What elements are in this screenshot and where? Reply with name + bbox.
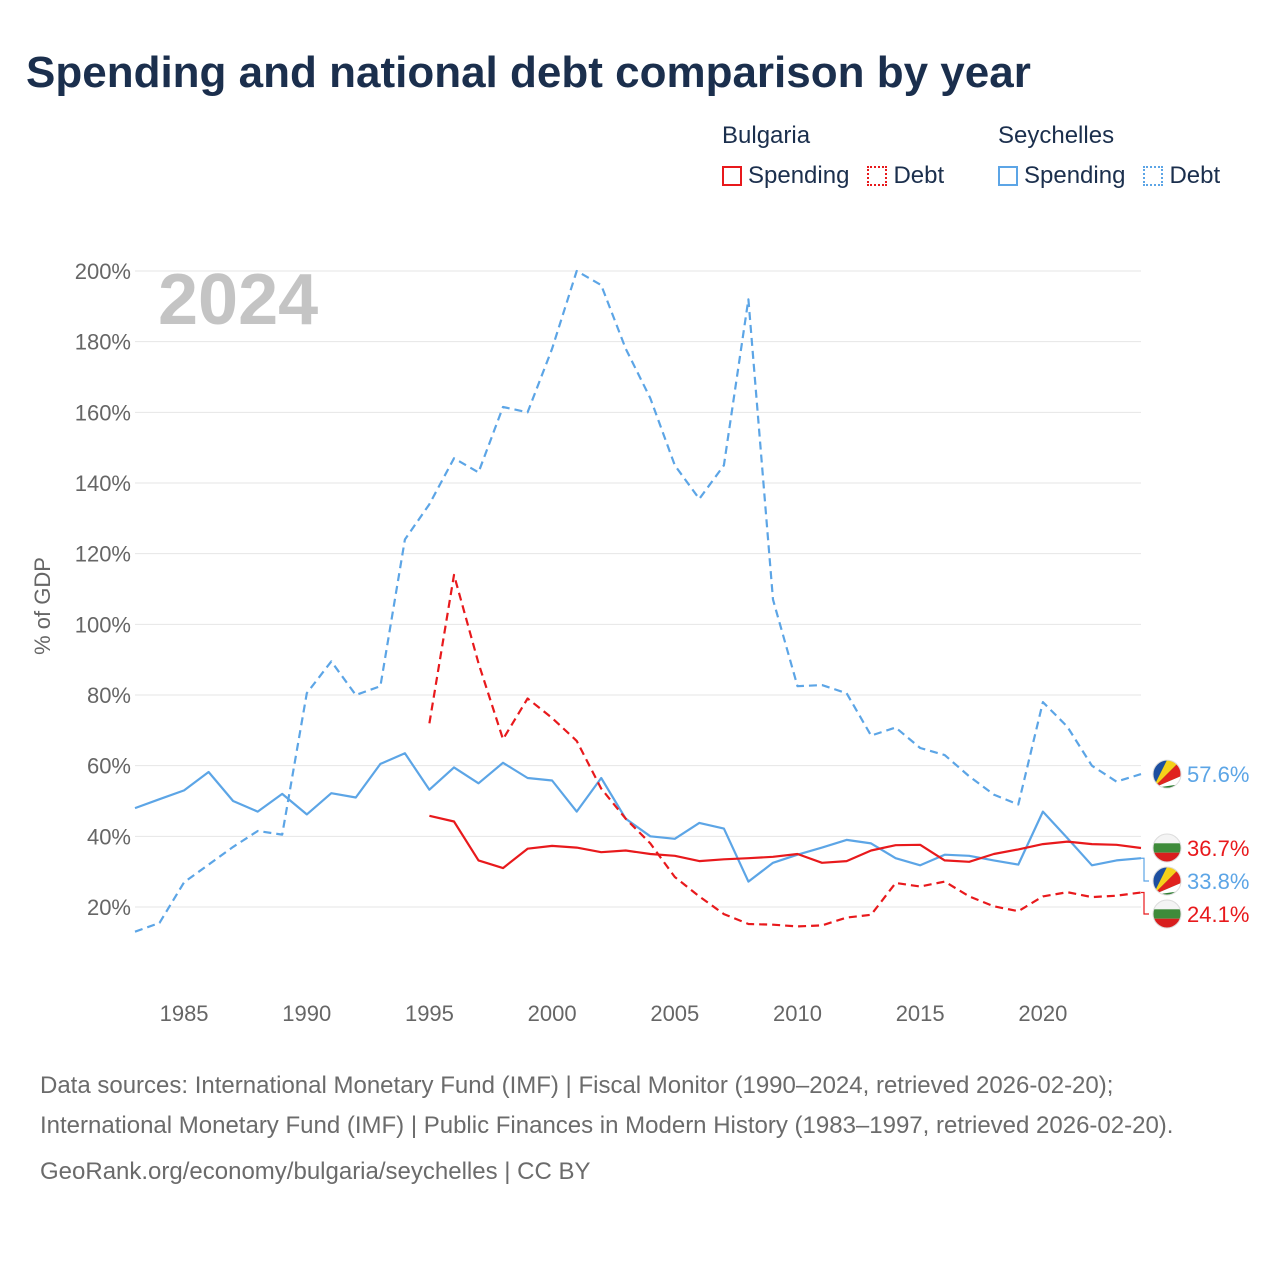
y-axis-ticks: 20% 40% 60% 80% 100% 120% 140% 160% 180% 200% (75, 259, 131, 920)
y-tick-label: 20% (87, 895, 131, 920)
legend-label: Debt (893, 162, 945, 189)
legend-label: Spending (748, 162, 850, 189)
x-tick-label: 2020 (1018, 1001, 1067, 1026)
end-connector (1141, 857, 1149, 882)
end-value-label: 36.7% (1187, 836, 1249, 861)
x-axis-ticks: 1985 1990 1995 2000 2005 2010 2015 2020 (160, 1001, 1068, 1026)
series-line-seychelles-debt (134, 269, 1142, 933)
end-connector (1141, 891, 1149, 915)
legend-bulgaria: Bulgaria Spending Debt (722, 122, 944, 190)
legend-bulgaria-spending[interactable]: Spending (722, 162, 849, 190)
y-axis-label: % of GDP (30, 557, 55, 655)
y-tick-label: 180% (75, 330, 131, 355)
end-value-label: 57.6% (1187, 762, 1249, 787)
y-tick-label: 160% (75, 400, 131, 425)
legend-country-bulgaria: Bulgaria (722, 122, 811, 149)
y-tick-label: 60% (87, 754, 131, 779)
data-sources: Data sources: International Monetary Fun… (40, 1072, 1174, 1139)
legend-bulgaria-debt[interactable]: Debt (867, 162, 944, 190)
solid-swatch-icon (722, 166, 742, 186)
x-tick-label: 1995 (405, 1001, 454, 1026)
series-line-seychelles-spending (134, 752, 1142, 883)
dotted-swatch-icon (867, 166, 888, 186)
x-tick-label: 1990 (282, 1001, 331, 1026)
year-label: 2024 (158, 260, 318, 340)
y-tick-label: 80% (87, 683, 131, 708)
solid-swatch-icon (998, 166, 1018, 186)
end-value-label: 33.8% (1187, 869, 1249, 894)
y-tick-label: 40% (87, 824, 131, 849)
seychelles-flag-icon (1152, 759, 1182, 789)
legend-seychelles-spending[interactable]: Spending (998, 162, 1125, 190)
legend-label: Debt (1169, 162, 1221, 189)
chart-title: Spending and national debt comparison by… (26, 48, 1031, 97)
x-tick-label: 2015 (896, 1001, 945, 1026)
x-tick-label: 1985 (160, 1001, 209, 1026)
footer: Data sources: International Monetary Fun… (40, 1066, 1240, 1192)
bulgaria-flag-icon (1152, 899, 1182, 929)
legend-country-seychelles: Seychelles (998, 122, 1115, 149)
series-line-bulgaria-spending (429, 814, 1142, 870)
legend-seychelles: Seychelles Spending Debt (998, 122, 1220, 190)
x-tick-label: 2000 (528, 1001, 577, 1026)
y-tick-label: 100% (75, 612, 131, 637)
y-tick-label: 140% (75, 471, 131, 496)
legend-seychelles-debt[interactable]: Debt (1143, 162, 1220, 190)
series-end-labels: 57.6% 36.7% 33.8% 24.1% (1141, 759, 1249, 929)
series-line-bulgaria-debt (428, 573, 1142, 928)
line-chart: 2024 % of GDP 20% 40% 60% 80% 100% 120% 140% 16… (30, 259, 1249, 1026)
end-value-label: 24.1% (1187, 902, 1249, 927)
y-tick-label: 200% (75, 259, 131, 284)
x-tick-label: 2010 (773, 1001, 822, 1026)
dotted-swatch-icon (1143, 166, 1164, 186)
x-tick-label: 2005 (650, 1001, 699, 1026)
credit-link[interactable]: GeoRank.org/economy/bulgaria/seychelles … (40, 1158, 591, 1185)
y-tick-label: 120% (75, 542, 131, 567)
gridlines (135, 270, 1141, 908)
seychelles-flag-icon (1152, 866, 1182, 896)
bulgaria-flag-icon (1152, 833, 1182, 863)
series-lines (134, 269, 1142, 933)
legend-label: Spending (1024, 162, 1126, 189)
